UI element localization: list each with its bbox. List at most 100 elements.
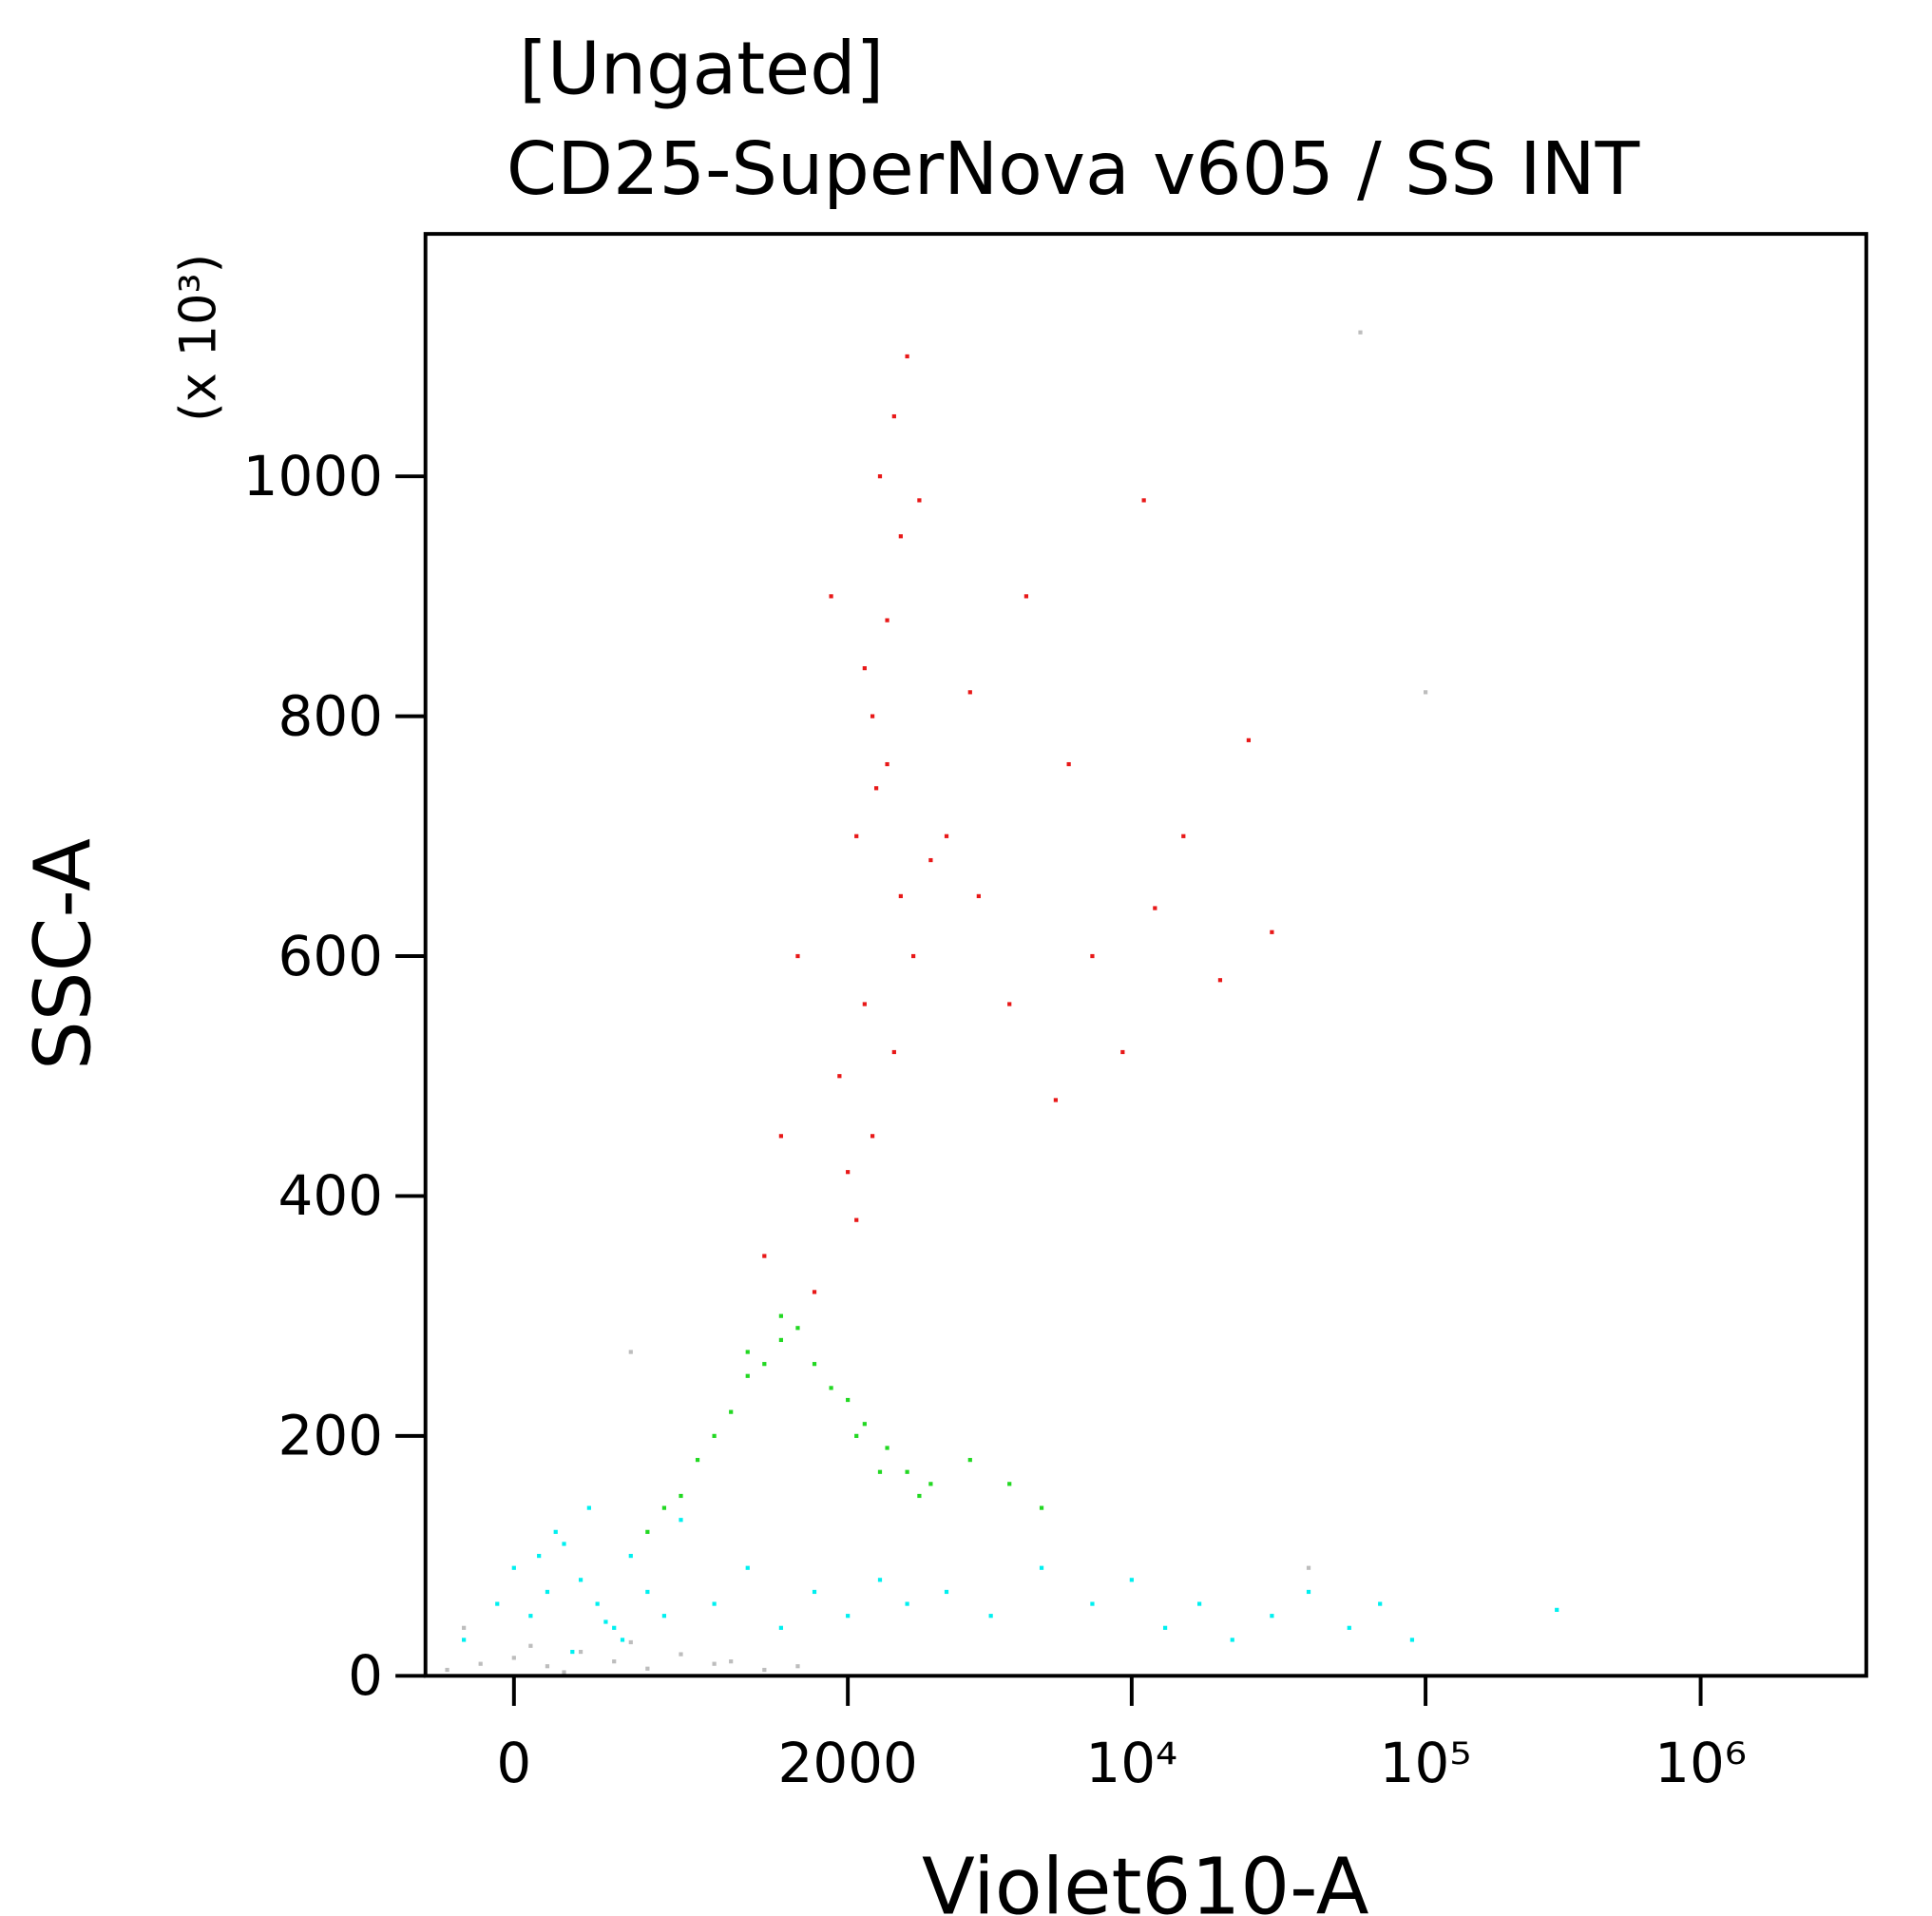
y-tick-label: 200	[278, 1404, 383, 1468]
point	[695, 1458, 700, 1463]
point	[778, 1134, 783, 1139]
point	[862, 1002, 867, 1006]
point	[917, 1493, 922, 1499]
point	[562, 1670, 566, 1675]
point	[1555, 1607, 1559, 1612]
point	[967, 1458, 972, 1463]
point	[885, 618, 889, 623]
point	[445, 1667, 450, 1673]
x-tick-label: 10⁶	[1655, 1731, 1747, 1795]
point	[628, 1553, 633, 1559]
chart-subtitle: CD25-SuperNova v605 / SS INT	[507, 126, 1640, 211]
point	[928, 1482, 933, 1486]
point	[829, 1386, 833, 1390]
point	[795, 953, 800, 959]
point	[812, 1290, 817, 1294]
point	[1007, 1002, 1012, 1006]
points	[445, 330, 1559, 1675]
x-tick-label: 0	[496, 1731, 531, 1795]
point	[870, 1134, 875, 1139]
point	[891, 413, 896, 419]
point	[976, 893, 981, 899]
point	[712, 1601, 717, 1606]
point	[545, 1589, 550, 1595]
point	[898, 534, 903, 539]
y-tick-label: 1000	[243, 444, 383, 508]
point	[762, 1254, 767, 1258]
point	[877, 1469, 883, 1474]
point	[679, 1518, 683, 1523]
point	[628, 1350, 633, 1354]
point	[917, 498, 922, 503]
point	[612, 1625, 617, 1630]
point	[944, 1589, 949, 1595]
y-tick-label: 600	[278, 924, 383, 988]
point	[578, 1649, 583, 1655]
point	[495, 1601, 500, 1606]
point	[877, 474, 883, 479]
chart-title: [Ungated]	[519, 27, 884, 111]
point	[462, 1625, 467, 1630]
point	[712, 1433, 717, 1438]
point	[829, 594, 833, 599]
point	[537, 1553, 542, 1559]
point	[1306, 1565, 1311, 1570]
point	[661, 1505, 667, 1510]
point	[846, 1614, 851, 1619]
point	[885, 1446, 889, 1450]
point	[1246, 738, 1252, 742]
point	[870, 714, 875, 718]
point	[778, 1313, 783, 1318]
point	[911, 953, 916, 959]
point	[1053, 1098, 1059, 1102]
x-axis-label: Violet610-A	[922, 1842, 1369, 1916]
y-tick-label: 400	[278, 1163, 383, 1228]
y-tick-label: 0	[348, 1643, 383, 1708]
point	[885, 761, 889, 767]
point	[854, 1217, 859, 1222]
point	[1270, 929, 1274, 934]
point	[1141, 498, 1146, 503]
point	[988, 1614, 993, 1619]
point	[1347, 1625, 1351, 1630]
point	[745, 1373, 750, 1378]
plot-frame	[423, 232, 1868, 1678]
point	[762, 1362, 767, 1367]
point	[595, 1601, 600, 1606]
point	[905, 354, 909, 359]
point	[1197, 1601, 1202, 1606]
point	[905, 1601, 909, 1606]
point	[1423, 690, 1428, 695]
point	[762, 1667, 767, 1673]
y-axis-unit: (x 10³)	[169, 254, 227, 422]
point	[1007, 1482, 1012, 1486]
point	[1181, 833, 1186, 838]
point	[862, 1422, 867, 1427]
point	[553, 1529, 558, 1534]
point	[511, 1565, 516, 1570]
point	[928, 857, 933, 863]
point	[511, 1656, 516, 1660]
point	[1090, 953, 1095, 959]
point	[778, 1625, 783, 1630]
point	[1153, 906, 1157, 910]
y-axis-label: SSC-A	[19, 838, 109, 1070]
point	[873, 786, 879, 791]
point	[1129, 1578, 1134, 1582]
point	[1378, 1601, 1383, 1606]
point	[877, 1578, 883, 1582]
point	[967, 690, 972, 695]
point	[612, 1659, 617, 1664]
axes: 0 200 400 600 800 1000 0 2000 10⁴ 10⁵ 10⁶	[243, 232, 1868, 1795]
point	[645, 1666, 650, 1671]
y-tick-label: 800	[278, 683, 383, 748]
x-tick-label: 10⁴	[1085, 1731, 1177, 1795]
point	[462, 1638, 467, 1642]
point	[679, 1652, 683, 1657]
point	[545, 1664, 550, 1669]
point	[562, 1542, 566, 1546]
point	[837, 1074, 842, 1079]
point	[1090, 1601, 1095, 1606]
point	[795, 1664, 800, 1669]
